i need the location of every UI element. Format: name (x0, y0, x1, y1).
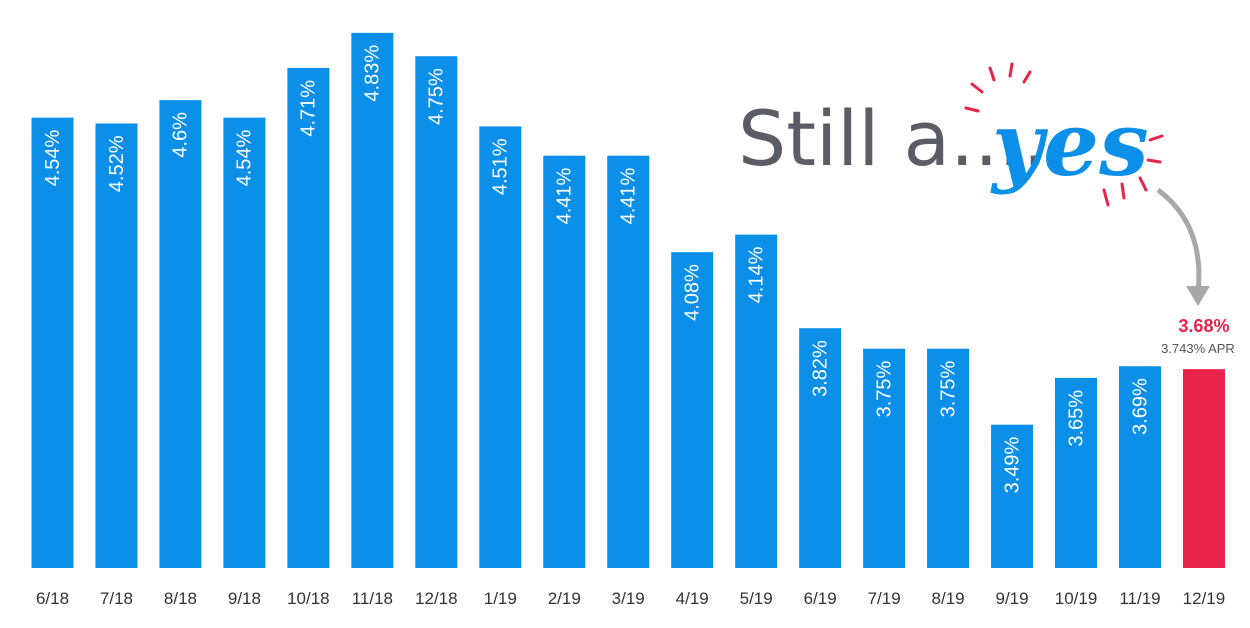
value-label: 4.14% (745, 246, 767, 303)
value-label: 3.69% (1129, 378, 1151, 435)
bar (607, 155, 650, 568)
bar (991, 424, 1034, 568)
bar (479, 126, 522, 568)
value-label: 3.68% (1178, 316, 1229, 336)
value-label: 4.51% (490, 138, 512, 195)
x-tick-label: 8/19 (932, 589, 965, 608)
value-label: 4.71% (298, 80, 320, 137)
bar (799, 328, 842, 568)
bar (223, 117, 266, 568)
bar (927, 348, 970, 568)
bar (543, 155, 586, 568)
x-tick-label: 2/19 (548, 589, 581, 608)
value-label: 4.52% (106, 135, 128, 192)
value-label: 4.54% (42, 129, 64, 186)
x-tick-label: 11/18 (352, 589, 393, 608)
x-tick-label: 8/18 (164, 589, 197, 608)
x-tick-label: 4/19 (676, 589, 709, 608)
value-label: 3.82% (809, 340, 831, 397)
apr-label: 3.743% APR (1161, 341, 1235, 356)
x-tick-label: 9/18 (228, 589, 261, 608)
arrow-head (1186, 286, 1210, 306)
value-label: 4.41% (618, 167, 640, 224)
x-tick-label: 7/19 (868, 589, 901, 608)
bar (863, 348, 906, 568)
bar (1118, 366, 1161, 568)
bar (735, 234, 778, 569)
x-tick-label: 10/18 (287, 589, 330, 608)
x-tick-label: 12/19 (1183, 589, 1226, 608)
value-label: 3.49% (1001, 437, 1023, 494)
bar (31, 117, 74, 568)
bar (351, 32, 394, 569)
x-tick-label: 12/18 (415, 589, 458, 608)
value-label: 4.6% (170, 112, 192, 158)
annotation: Still a.... (738, 94, 1047, 183)
x-tick-label: 7/18 (100, 589, 133, 608)
bar (1182, 369, 1225, 568)
x-tick-label: 11/19 (1119, 589, 1160, 608)
x-tick-label: 1/19 (484, 589, 517, 608)
value-label: 4.75% (426, 68, 448, 125)
value-label: 3.75% (937, 360, 959, 417)
annotation-highlight: yes (990, 92, 1149, 196)
decoration (964, 62, 1164, 207)
bar (1055, 377, 1098, 568)
bar (415, 56, 458, 568)
x-tick-label: 5/19 (740, 589, 773, 608)
value-label: 3.65% (1065, 390, 1087, 447)
value-label: 4.41% (554, 167, 576, 224)
x-tick-label: 3/19 (612, 589, 645, 608)
value-label: 3.75% (873, 360, 895, 417)
arrow (1156, 187, 1202, 293)
bar (671, 252, 714, 568)
bar (287, 67, 330, 568)
bar (95, 123, 138, 569)
value-label: 4.54% (234, 129, 256, 186)
value-label: 4.08% (681, 264, 703, 321)
x-tick-label: 9/19 (996, 589, 1029, 608)
value-label: 4.83% (362, 45, 384, 102)
x-tick-label: 6/18 (36, 589, 69, 608)
x-tick-label: 10/19 (1055, 589, 1098, 608)
bar (159, 100, 202, 569)
x-tick-label: 6/19 (804, 589, 837, 608)
